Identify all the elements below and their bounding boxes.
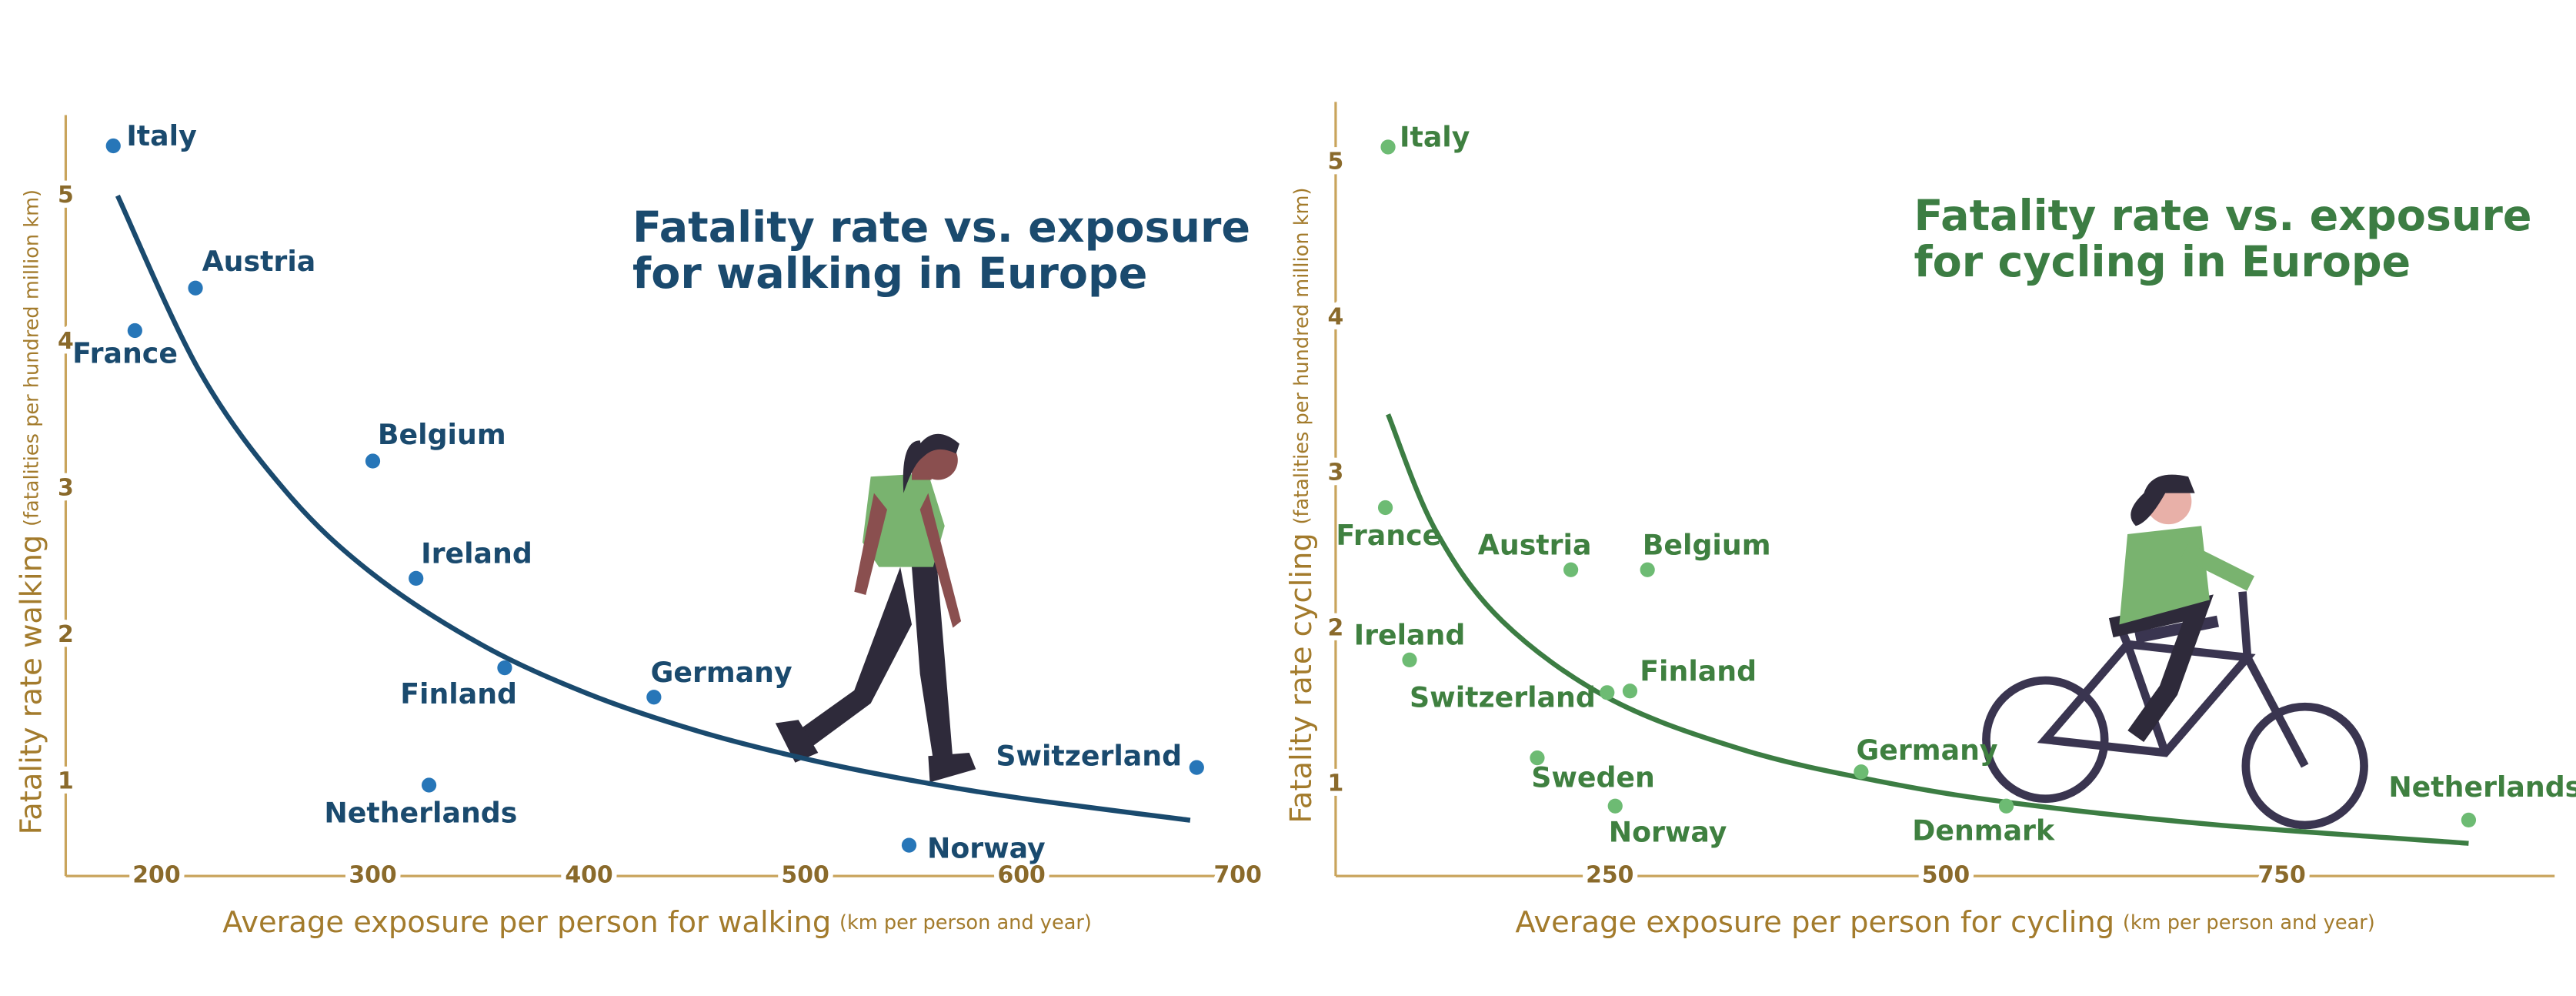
x-tick-label: 500 xyxy=(781,862,829,889)
data-point xyxy=(127,323,142,339)
chart-title: Fatality rate vs. exposure xyxy=(1914,191,2532,241)
y-axis-label-main: Fatality rate cycling xyxy=(1284,533,1319,823)
data-point xyxy=(1563,562,1579,577)
point-label: Switzerland xyxy=(996,739,1182,772)
walker-illustration xyxy=(775,433,976,783)
x-tick-label: 700 xyxy=(1214,862,1262,889)
point-label: Austria xyxy=(202,245,316,278)
x-axis-label-note: (km per person and year) xyxy=(839,911,1092,934)
x-axis-label-note: (km per person and year) xyxy=(2123,911,2375,934)
data-point xyxy=(409,570,424,587)
data-point xyxy=(2461,812,2477,828)
y-tick-label: 1 xyxy=(58,768,74,795)
data-point xyxy=(497,660,512,676)
data-point xyxy=(1854,764,1869,780)
point-label: Belgium xyxy=(378,418,506,451)
chart-title: Fatality rate vs. exposure xyxy=(632,202,1250,252)
x-axis-label: Average exposure per person for walking (… xyxy=(222,905,1092,940)
data-point xyxy=(1377,500,1393,516)
y-tick-label: 3 xyxy=(58,475,74,502)
y-tick-label: 4 xyxy=(58,328,74,355)
data-point xyxy=(1189,760,1204,775)
y-axis-label-note: (fatalities per hundred million km) xyxy=(21,189,44,526)
point-label: Finland xyxy=(400,677,517,710)
point-label: Norway xyxy=(1609,816,1727,849)
point-label: Italy xyxy=(126,119,196,152)
x-axis-label: Average exposure per person for cycling (… xyxy=(1515,905,2374,940)
y-axis-label: Fatality rate walking (fatalities per hun… xyxy=(14,189,48,834)
point-label: France xyxy=(72,337,178,370)
y-tick-label: 2 xyxy=(58,621,74,648)
data-point xyxy=(901,837,917,853)
y-axis-label-note: (fatalities per hundred million km) xyxy=(1290,188,1313,525)
data-point xyxy=(1640,562,1655,577)
point-label: Finland xyxy=(1640,654,1757,687)
data-point xyxy=(365,453,381,469)
x-tick-label: 600 xyxy=(997,862,1045,889)
y-tick-label: 3 xyxy=(1328,460,1344,486)
data-point xyxy=(105,138,121,154)
x-tick-label: 300 xyxy=(349,862,396,889)
data-point xyxy=(1600,685,1615,700)
point-label: France xyxy=(1336,519,1441,552)
chart-title: for walking in Europe xyxy=(632,249,1147,299)
point-label: Germany xyxy=(1857,734,1998,767)
y-axis-label-main: Fatality rate walking xyxy=(14,535,48,835)
x-axis-label-main: Average exposure per person for cycling xyxy=(1515,905,2114,940)
y-tick-label: 5 xyxy=(1328,149,1344,175)
point-label: Ireland xyxy=(1354,619,1466,652)
point-label: Netherlands xyxy=(2388,770,2576,804)
data-point xyxy=(1622,683,1638,699)
x-tick-label: 750 xyxy=(2257,862,2305,889)
data-point xyxy=(1380,139,1396,155)
trend-line xyxy=(1386,413,2469,846)
y-tick-label: 4 xyxy=(1328,304,1344,331)
y-tick-label: 2 xyxy=(1328,615,1344,642)
y-tick-label: 5 xyxy=(58,182,74,209)
data-point xyxy=(1607,798,1623,814)
x-tick-label: 400 xyxy=(565,862,612,889)
point-label: Austria xyxy=(1478,528,1592,561)
data-point xyxy=(1402,652,1417,668)
point-label: Denmark xyxy=(1912,814,2055,847)
point-label: Netherlands xyxy=(324,796,517,829)
trend-line xyxy=(115,194,1191,823)
cyclist-illustration xyxy=(1982,474,2368,830)
point-label: Norway xyxy=(927,832,1046,865)
x-axis-label-main: Average exposure per person for walking xyxy=(222,905,831,940)
point-label: Italy xyxy=(1400,120,1470,153)
x-tick-label: 200 xyxy=(132,862,180,889)
y-axis-label: Fatality rate cycling (fatalities per hun… xyxy=(1284,188,1319,824)
x-tick-label: 250 xyxy=(1586,862,1633,889)
point-label: Sweden xyxy=(1531,760,1655,794)
data-point xyxy=(421,777,437,793)
point-label: Ireland xyxy=(421,537,532,570)
point-label: Germany xyxy=(651,656,792,689)
data-point xyxy=(646,690,662,705)
data-point xyxy=(1998,798,2014,814)
data-point xyxy=(188,280,203,296)
point-label: Switzerland xyxy=(1410,680,1596,714)
chart-title: for cycling in Europe xyxy=(1914,237,2411,287)
data-point xyxy=(1530,750,1545,766)
y-tick-label: 1 xyxy=(1328,770,1344,797)
x-tick-label: 500 xyxy=(1922,862,1970,889)
point-label: Belgium xyxy=(1643,528,1771,561)
